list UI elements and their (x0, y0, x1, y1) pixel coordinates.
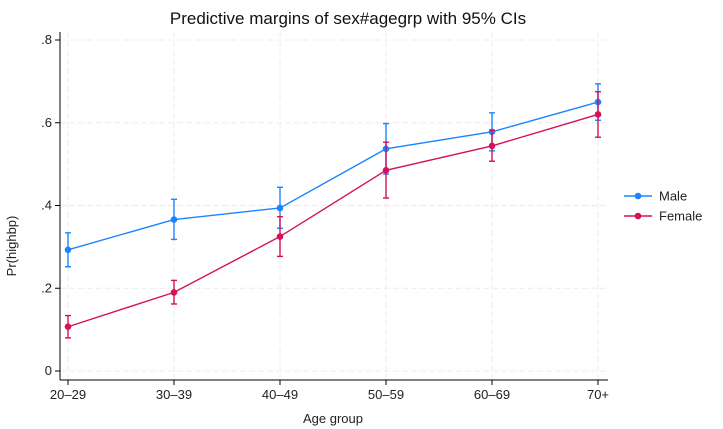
legend-marker (634, 212, 642, 220)
legend: Male Female (624, 189, 702, 224)
series-male (64, 83, 602, 268)
legend-label: Female (659, 209, 702, 224)
data-point (594, 111, 602, 118)
data-point (170, 216, 178, 223)
data-point (488, 142, 496, 150)
data-point (276, 233, 284, 240)
data-point (64, 323, 72, 331)
data-point (382, 167, 390, 174)
x-tick-label: 50–59 (368, 387, 404, 402)
x-axis-title: Age group (303, 411, 363, 426)
series-female (64, 91, 602, 339)
x-tick-label: 70+ (587, 387, 609, 402)
x-tick-label: 40–49 (262, 387, 298, 402)
y-axis-title: Pr(highbp) (4, 216, 19, 277)
data-point (170, 289, 178, 296)
x-tick-label: 60–69 (474, 387, 510, 402)
series-line (67, 101, 599, 251)
grid (60, 32, 608, 380)
y-tick-label: .6 (41, 115, 52, 130)
y-tick-label: 0 (45, 363, 52, 378)
legend-label: Male (659, 189, 687, 204)
y-tick-label: .8 (41, 32, 52, 47)
axes: 0 .2 .4 .6 .8 20–29 30–39 40–49 50–59 60–69 70+ (41, 32, 609, 402)
plot-area (64, 83, 602, 339)
data-point (276, 204, 284, 212)
y-tick-label: .4 (41, 198, 52, 213)
legend-marker (634, 192, 642, 200)
x-tick-label: 30–39 (156, 387, 192, 402)
y-tick-label: .2 (41, 280, 52, 295)
data-point (64, 246, 72, 254)
series-line (67, 113, 599, 328)
x-tick-label: 20–29 (50, 387, 86, 402)
chart-title: Predictive margins of sex#agegrp with 95… (170, 9, 526, 28)
